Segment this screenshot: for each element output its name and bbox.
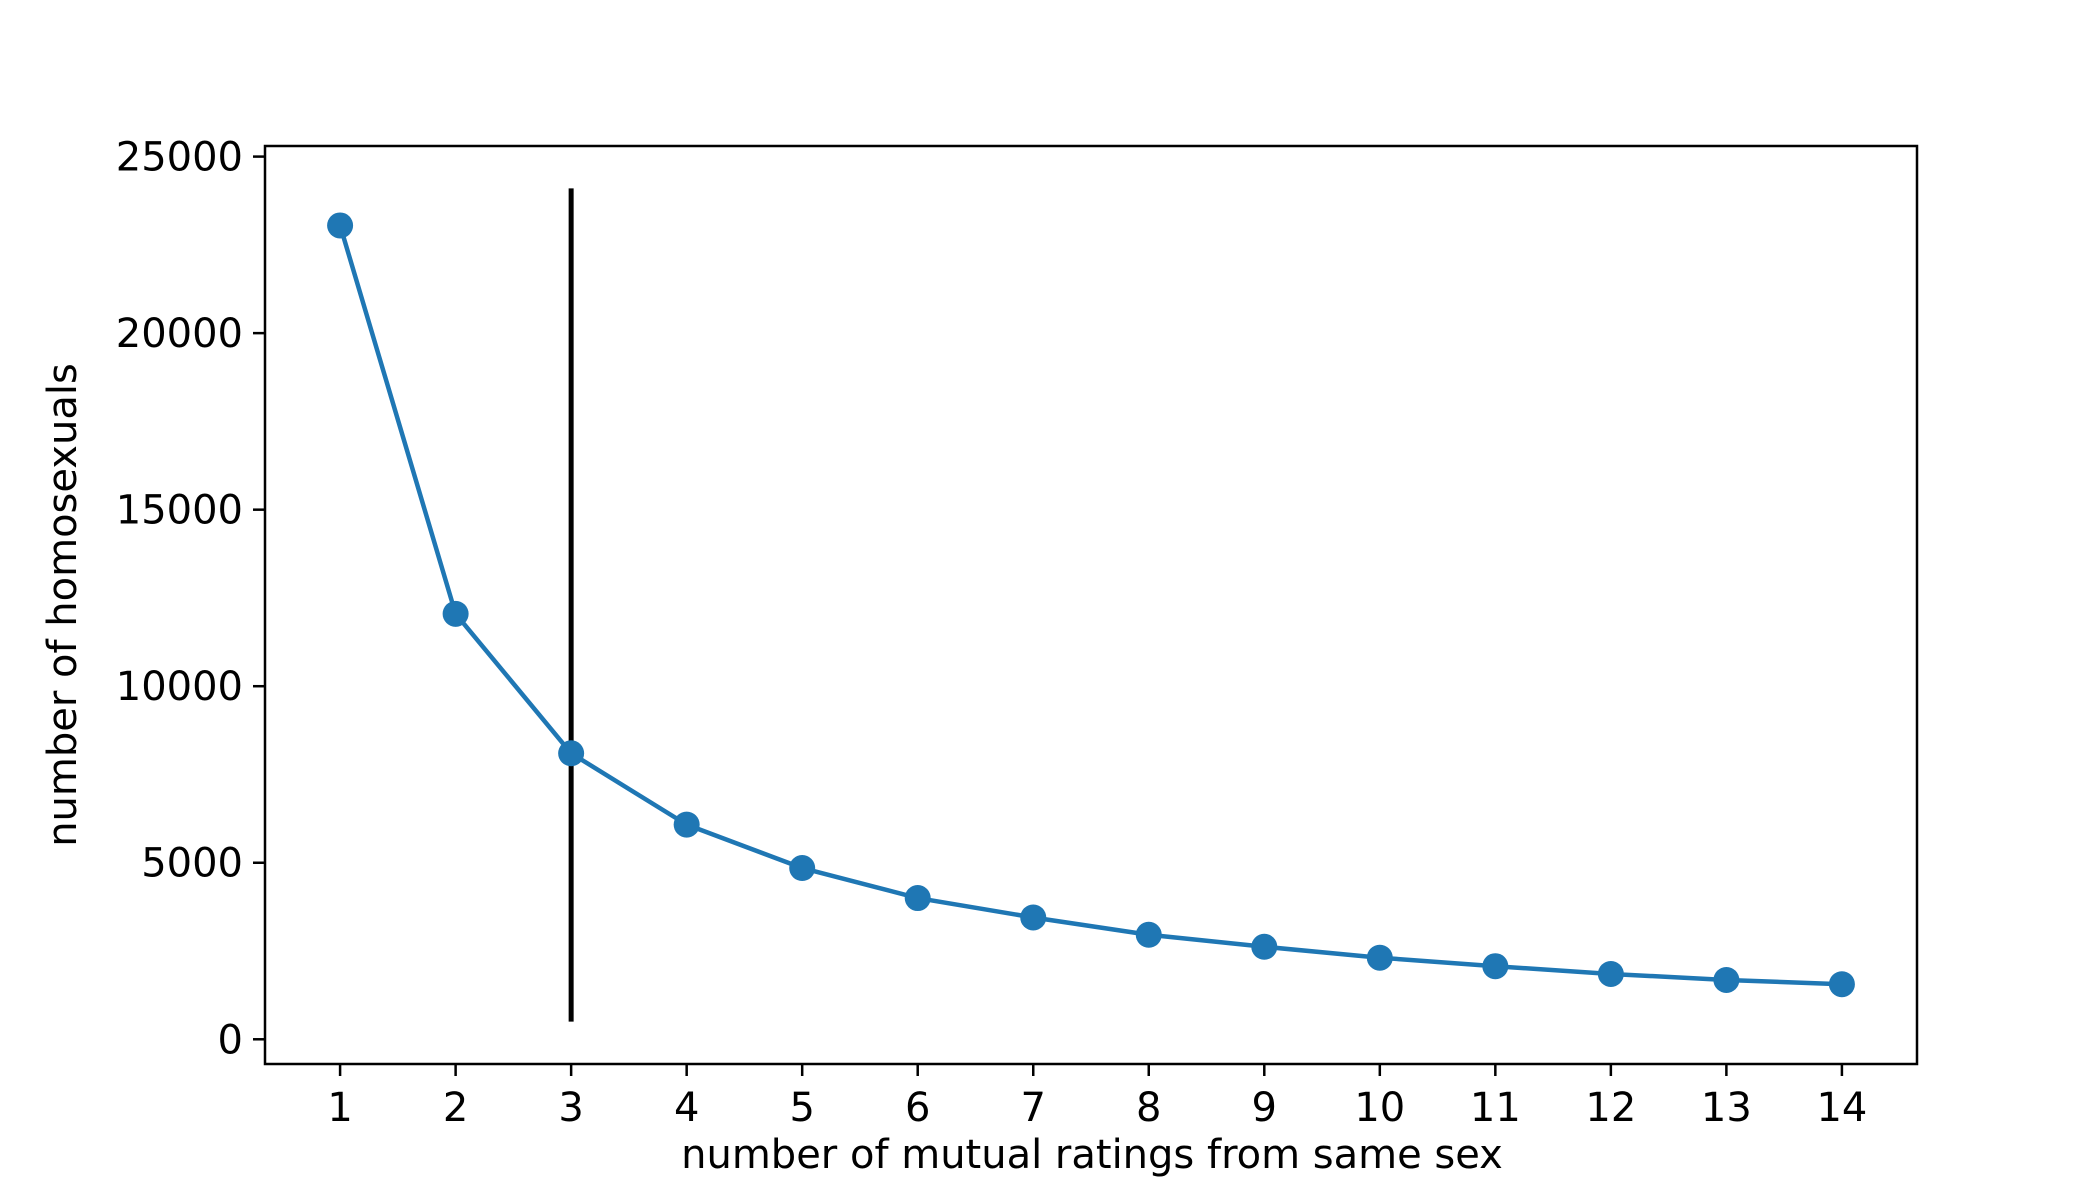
data-point (1020, 904, 1047, 931)
data-point (904, 885, 931, 912)
data-point (1251, 933, 1278, 960)
x-tick-label: 7 (1021, 1085, 1046, 1131)
data-point (327, 212, 354, 239)
axes-frame (263, 144, 1919, 1066)
x-tick-label: 4 (674, 1085, 699, 1131)
data-point (1597, 960, 1624, 987)
x-axis-ticks: 1 2 3 4 5 6 7 8 9 10 11 12 13 14 (327, 1064, 1867, 1131)
y-tick-label: 5000 (141, 841, 243, 887)
x-tick-label: 11 (1470, 1085, 1521, 1131)
x-tick-label: 12 (1585, 1085, 1636, 1131)
x-tick-label: 13 (1701, 1085, 1752, 1131)
data-point (442, 600, 469, 627)
x-tick-label: 6 (905, 1085, 930, 1131)
x-tick-label: 3 (558, 1085, 583, 1131)
x-tick-label: 14 (1816, 1085, 1867, 1131)
data-point (1713, 966, 1740, 993)
x-tick-label: 8 (1136, 1085, 1161, 1131)
data-point (1135, 921, 1162, 948)
plot-area (263, 144, 1919, 1066)
x-tick-label: 1 (327, 1085, 352, 1131)
x-tick-label: 5 (789, 1085, 814, 1131)
data-point (789, 855, 816, 882)
y-axis-label: number of homosexuals (40, 363, 86, 847)
y-tick-label: 0 (218, 1017, 243, 1063)
x-tick-label: 9 (1252, 1085, 1277, 1131)
x-axis-label: number of mutual ratings from same sex (681, 1132, 1503, 1178)
y-axis-ticks: 0 5000 10000 15000 20000 25000 (116, 135, 265, 1063)
data-point (1828, 971, 1855, 998)
x-tick-label: 2 (443, 1085, 468, 1131)
data-point (673, 811, 700, 838)
y-tick-label: 25000 (116, 135, 243, 181)
data-point (1482, 953, 1509, 980)
series-line (337, 224, 1842, 987)
y-tick-label: 15000 (116, 488, 243, 534)
y-tick-label: 20000 (116, 311, 243, 357)
data-point (1366, 944, 1393, 971)
y-tick-label: 10000 (116, 664, 243, 710)
x-tick-label: 10 (1354, 1085, 1405, 1131)
data-point (558, 740, 585, 767)
